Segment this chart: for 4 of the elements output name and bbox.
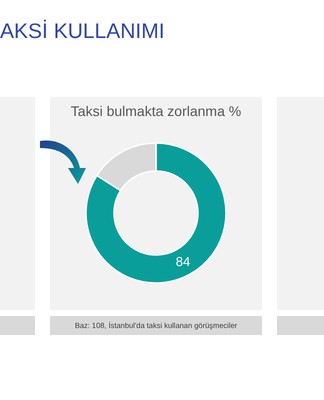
- data-label: 84: [176, 254, 190, 270]
- text: AKSİ KULLANIMI: [0, 20, 165, 44]
- chart-title: Taksi bulmakta zorlanma %: [70, 103, 242, 119]
- donut-slice: [85, 142, 227, 284]
